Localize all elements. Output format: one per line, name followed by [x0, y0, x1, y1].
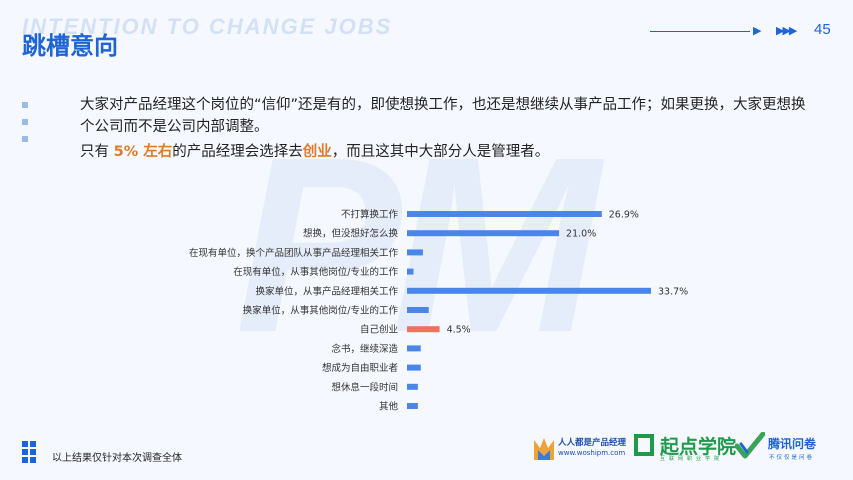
bar [407, 268, 414, 275]
tencent-wj-title: 腾讯问卷 [768, 437, 817, 451]
bullet-square-icon [22, 102, 28, 108]
highlight-startup: 创业 [302, 144, 332, 160]
bar [407, 211, 602, 217]
footer-square-icon [30, 441, 36, 447]
bullet-square-icon [22, 119, 28, 125]
category-label: 自己创业 [360, 324, 398, 336]
footer-square-icon [22, 441, 28, 447]
category-label: 想换，但没想好怎么换 [303, 228, 399, 240]
page-number: 45 [814, 21, 831, 38]
bar [407, 287, 651, 294]
body-paragraph-1: 大家对产品经理这个岗位的“信仰”还是有的，即使想换工作，也还是想继续从事产品工作… [80, 97, 806, 135]
bar [407, 307, 429, 313]
category-label: 想成为自由职业者 [322, 362, 398, 374]
para2-middle: 的产品经理会选择去 [172, 144, 303, 160]
bar [407, 364, 421, 371]
partner-logos: 人人都是产品经理 www.woshipm.com 起点学院 互联网职业学院 腾讯… [532, 432, 832, 468]
bar [407, 345, 421, 352]
bar [407, 326, 440, 333]
header-divider-line [650, 31, 750, 32]
category-label: 换家单位，从事产品经理相关工作 [255, 285, 398, 297]
qidian-logo-icon [634, 434, 654, 456]
qidian-logo-subtitle: 互联网职业学院 [660, 456, 724, 462]
category-label: 换家单位，从事其他岗位/专业的工作 [243, 305, 399, 317]
bar [407, 403, 418, 409]
value-label: 26.9% [609, 210, 639, 221]
footer-square-icon [30, 449, 36, 455]
para2-prefix: 只有 [80, 144, 109, 160]
category-label: 不打算换工作 [341, 209, 399, 221]
highlight-percentage: 5% 左右 [113, 144, 173, 160]
footer-square-icon [22, 449, 28, 455]
value-label: 4.5% [447, 325, 471, 336]
value-label: 21.0% [566, 229, 596, 240]
tencent-wj-subtitle: 不仅仅是问卷 [769, 455, 815, 461]
category-label: 想休息一段时间 [331, 381, 398, 393]
bullet-square-icon [22, 136, 28, 142]
tencent-wj-check-icon [735, 432, 765, 459]
triple-arrow-icon: ▶▶▶ [776, 24, 797, 37]
bar [407, 230, 560, 237]
para2-suffix: ，而且这其中大部分人是管理者。 [331, 144, 550, 160]
arrow-right-icon: ▶ [753, 24, 762, 37]
footnote: 以上结果仅针对本次调查全体 [52, 453, 182, 464]
woshipm-logo-title: 人人都是产品经理 [558, 438, 627, 448]
category-label: 念书，继续深造 [331, 343, 398, 355]
woshipm-logo-url: www.woshipm.com [558, 449, 626, 457]
value-label: 33.7% [658, 286, 688, 297]
qidian-logo-title: 起点学院 [660, 436, 737, 458]
body-paragraph-2: 只有 5% 左右的产品经理会选择去创业，而且这其中大部分人是管理者。 [80, 140, 549, 161]
woshipm-logo-icon [534, 438, 554, 460]
footer-square-icon [22, 457, 28, 463]
category-label: 其他 [379, 401, 399, 413]
page-title: 跳槽意向 [22, 32, 118, 60]
bar-chart: 不打算换工作 26.9% 想换，但没想好怎么换 21.0% 在现有单位，换个产品团队从事… [189, 209, 688, 413]
category-label: 在现有单位，换个产品团队从事产品经理相关工作 [189, 247, 399, 259]
category-label: 在现有单位，从事其他岗位/专业的工作 [233, 266, 398, 278]
bar [407, 249, 423, 256]
background-english-title: INTENTION TO CHANGE JOBS [22, 14, 393, 39]
bar [407, 383, 418, 390]
footer-square-icon [30, 457, 36, 463]
